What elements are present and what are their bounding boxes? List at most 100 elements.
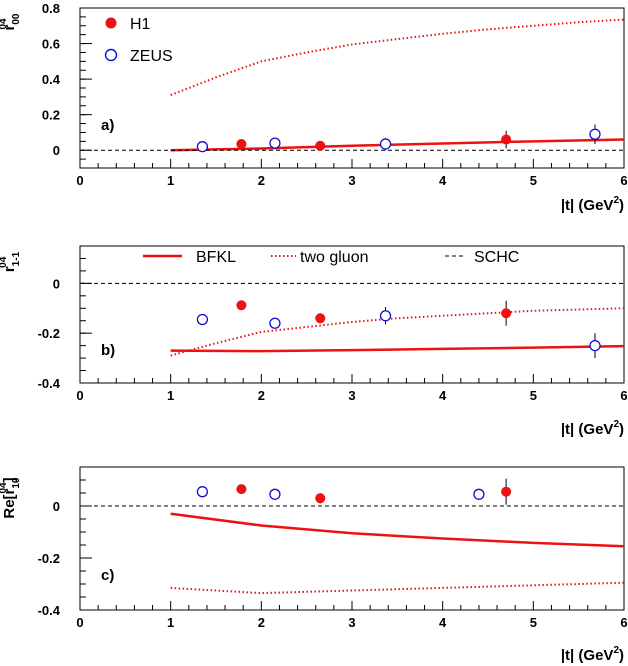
y-axis-label-base: r — [1, 24, 18, 30]
x-axis-label-main: |t| (GeV — [561, 421, 614, 438]
y-axis-label-sup: 04 — [0, 256, 9, 268]
x-axis-label: |t| (GeV2) — [561, 419, 624, 438]
x-tick-label: 5 — [530, 615, 537, 630]
x-axis-label-main: |t| (GeV — [561, 197, 614, 214]
zeus-point — [269, 488, 281, 500]
x-axis-label-sup: 2 — [613, 419, 619, 430]
zeus-point — [196, 141, 209, 153]
y-axis-label-base: Re[r — [1, 488, 18, 518]
panel-1: 0 1 2 3 4 5 600.20.40.60.8|t| (GeV2)r0004a)H1Z… — [0, 1, 628, 214]
y-tick-label: -0.2 — [38, 326, 60, 341]
x-axis-label-main: |t| (GeV — [561, 647, 614, 664]
h1-point — [501, 134, 512, 145]
y-tick-label: 0 — [53, 499, 60, 514]
y-tick-label: 0.6 — [42, 37, 60, 52]
plot-frame — [79, 245, 625, 384]
legend-zeus-label: ZEUS — [130, 48, 173, 65]
y-axis-label-end: ] — [1, 477, 18, 482]
legend-two-gluon-label: two gluon — [300, 249, 369, 266]
x-tick-label: 3 — [348, 388, 355, 403]
zeus-point — [589, 339, 601, 352]
x-tick-label: 2 — [258, 388, 265, 403]
zeus-point — [379, 310, 392, 322]
zeus-point — [589, 128, 601, 140]
h1-point — [236, 300, 247, 311]
x-tick-label: 1 — [167, 173, 174, 188]
curve-two-gluon — [170, 581, 624, 595]
zeus-point — [269, 317, 281, 329]
y-axis-label-sub: 1-1 — [11, 251, 22, 266]
x-axis-label: |t| (GeV2) — [561, 645, 624, 664]
zeus-point — [379, 138, 392, 150]
y-tick-label: -0.4 — [38, 603, 61, 618]
y-tick-label: 0 — [53, 143, 60, 158]
panel-label: c) — [101, 567, 114, 584]
x-tick-label: 2 — [258, 615, 265, 630]
curve-bfkl — [170, 344, 624, 353]
legend-h1-marker — [105, 17, 117, 29]
x-tick-label: 0 — [76, 173, 83, 188]
h1-point — [501, 486, 512, 497]
x-tick-label: 0 — [76, 615, 83, 630]
y-tick-label: 0.8 — [42, 1, 60, 16]
y-axis-label: r0004 — [0, 13, 22, 30]
plot-area — [80, 18, 624, 153]
y-axis-label-sup: 04 — [0, 482, 9, 494]
h1-point — [236, 484, 247, 495]
legend-bfkl-label: BFKL — [196, 249, 236, 266]
y-tick-label: 0.2 — [42, 108, 60, 123]
x-tick-label: 6 — [620, 615, 627, 630]
x-tick-label: 0 — [76, 388, 83, 403]
plot-area — [80, 282, 624, 359]
x-axis-label: |t| (GeV2) — [561, 195, 624, 214]
x-tick-label: 2 — [258, 173, 265, 188]
zeus-point — [473, 488, 485, 500]
zeus-point — [269, 137, 281, 149]
x-tick-label: 3 — [348, 173, 355, 188]
y-axis-label: r1-104 — [0, 251, 22, 272]
legend-h1-label: H1 — [130, 16, 151, 33]
y-axis-label: Re[r1004] — [0, 477, 22, 519]
plot-frame — [79, 466, 625, 611]
x-axis-label-end: ) — [619, 197, 624, 214]
x-tick-label: 6 — [620, 388, 627, 403]
y-tick-label: 0 — [53, 276, 60, 291]
y-tick-label: -0.2 — [38, 551, 60, 566]
x-tick-label: 3 — [348, 615, 355, 630]
x-axis-label-sup: 2 — [613, 645, 619, 656]
y-axis-label-sup: 04 — [0, 18, 9, 30]
y-tick-label: 0.4 — [42, 72, 61, 87]
h1-point — [315, 313, 326, 324]
curve-two-gluon — [170, 18, 624, 97]
x-tick-label: 4 — [439, 388, 447, 403]
panel-label: a) — [101, 117, 114, 134]
panel-3: 0 1 2 3 4 5 6-0.4-0.20|t| (GeV2)Re[r1004]c) — [0, 466, 628, 664]
x-tick-label: 1 — [167, 615, 174, 630]
h1-point — [236, 139, 247, 149]
y-axis-label-sub: 10 — [11, 477, 22, 489]
y-tick-label: -0.4 — [38, 376, 61, 391]
x-tick-label: 5 — [530, 173, 537, 188]
x-axis-label-sup: 2 — [613, 195, 619, 206]
x-axis-label-end: ) — [619, 647, 624, 664]
x-tick-label: 4 — [439, 615, 447, 630]
x-tick-label: 4 — [439, 173, 447, 188]
x-tick-label: 5 — [530, 388, 537, 403]
legend-schc-label: SCHC — [474, 249, 519, 266]
plot-area — [80, 478, 624, 595]
x-axis-label-end: ) — [619, 421, 624, 438]
h1-point — [315, 140, 326, 151]
x-tick-label: 1 — [167, 388, 174, 403]
y-axis-label-base: r — [1, 266, 18, 272]
h1-point — [315, 493, 326, 504]
x-tick-label: 6 — [620, 173, 627, 188]
curve-bfkl — [170, 512, 624, 548]
plot-frame — [79, 7, 625, 169]
panel-label: b) — [101, 342, 115, 359]
y-axis-label-sub: 00 — [11, 13, 22, 25]
zeus-point — [196, 486, 209, 498]
legend-zeus-marker — [104, 48, 118, 62]
zeus-point — [196, 313, 209, 326]
